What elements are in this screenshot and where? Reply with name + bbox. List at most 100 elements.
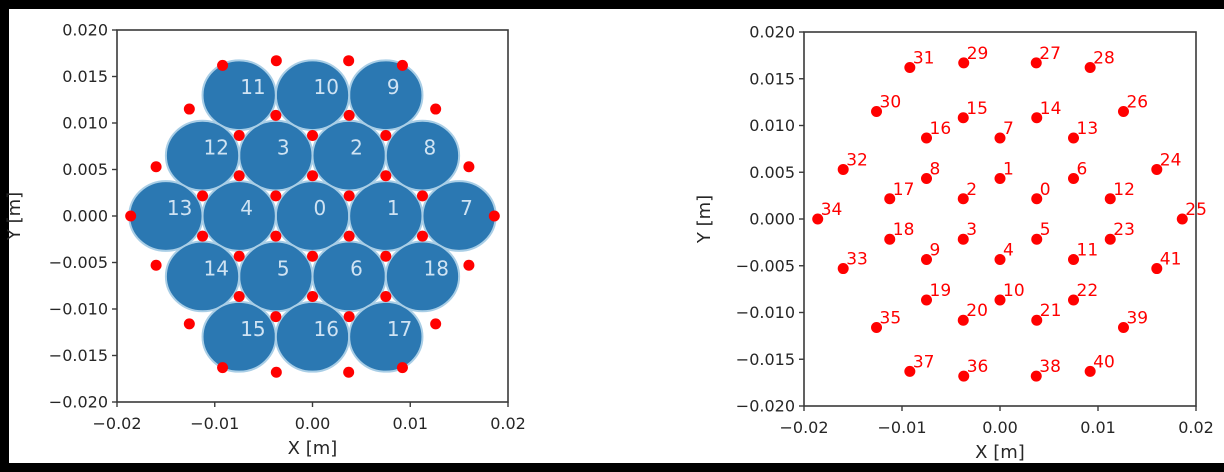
red-point (958, 370, 970, 382)
hex-circle-label: 6 (350, 256, 363, 280)
y-tick-label: −0.020 (49, 393, 108, 412)
red-point (837, 163, 849, 175)
hex-circle-label: 2 (350, 136, 363, 160)
red-point (1031, 233, 1043, 245)
hex-circle-label: 0 (314, 196, 327, 220)
red-point-label: 37 (913, 352, 935, 372)
red-point (233, 170, 245, 182)
red-point-label: 26 (1126, 92, 1148, 112)
red-point (270, 230, 282, 242)
hex-circle-9 (348, 59, 424, 132)
x-axis-label: X [m] (975, 442, 1025, 463)
red-point-label: 34 (821, 200, 843, 220)
red-point (380, 250, 392, 262)
red-point (217, 59, 229, 71)
red-point (921, 173, 932, 185)
red-point-label: 33 (846, 250, 868, 270)
red-point (1176, 213, 1188, 225)
hex-circle-label: 10 (314, 75, 339, 99)
red-point (1068, 253, 1079, 265)
red-point (488, 210, 500, 222)
y-tick-label: 0.005 (62, 160, 108, 179)
y-tick-label: −0.020 (736, 397, 795, 416)
hex-circle-5 (238, 240, 314, 313)
red-point (270, 311, 282, 323)
hex-circle-7 (421, 180, 497, 252)
axes-frame (803, 31, 1197, 407)
y-tick-label: 0.000 (749, 210, 795, 229)
red-point (343, 366, 355, 378)
red-point-label: 30 (880, 92, 902, 112)
red-point (994, 253, 1006, 265)
y-axis-label: Y [m] (694, 195, 715, 244)
hex-circle-label: 13 (167, 196, 192, 220)
x-tick-label: 0.02 (1178, 418, 1214, 437)
red-point (1084, 365, 1096, 377)
red-point-label: 21 (1040, 301, 1062, 321)
red-point-label: 23 (1113, 220, 1135, 240)
red-point (994, 132, 1006, 144)
red-point (1068, 294, 1079, 306)
red-point (343, 311, 355, 323)
red-point-label: 8 (930, 160, 941, 180)
red-point-label: 20 (966, 301, 988, 321)
hex-circle-label: 16 (314, 317, 339, 341)
red-point (957, 233, 969, 245)
x-tick-label: 0.01 (392, 414, 428, 433)
red-point (463, 161, 475, 173)
red-point (233, 129, 245, 141)
x-tick-label: 0.00 (982, 418, 1018, 437)
red-point (837, 263, 849, 275)
red-point-label: 3 (966, 220, 977, 240)
y-tick-label: 0.000 (62, 207, 108, 226)
y-tick-label: 0.010 (62, 114, 108, 133)
red-point-label: 27 (1039, 44, 1061, 64)
red-point-label: 41 (1160, 250, 1182, 270)
red-point (904, 365, 916, 377)
red-point (233, 291, 245, 303)
red-point (921, 253, 932, 265)
red-point-label: 25 (1185, 200, 1207, 220)
hex-circle-label: 17 (387, 317, 412, 341)
red-point (1031, 193, 1043, 205)
red-point (812, 213, 824, 225)
x-tick-label: −0.01 (877, 418, 926, 437)
hex-circle-label: 15 (240, 317, 265, 341)
hex-circle-4 (201, 180, 277, 252)
x-tick-label: 0.02 (490, 414, 526, 433)
red-point-label: 31 (913, 49, 935, 69)
red-point (233, 250, 245, 262)
red-point (217, 362, 229, 374)
screenshot-border-left (0, 0, 9, 472)
x-tick-label: −0.01 (190, 414, 239, 433)
red-point (197, 230, 209, 242)
red-point (270, 109, 282, 121)
y-tick-label: −0.010 (736, 303, 795, 322)
red-point-label: 32 (846, 150, 868, 170)
red-point-label: 17 (893, 180, 915, 200)
red-point (1031, 314, 1043, 326)
red-point-label: 18 (893, 220, 915, 240)
x-tick-label: −0.02 (92, 414, 141, 433)
red-point-label: 24 (1160, 150, 1182, 170)
red-point-label: 15 (966, 99, 988, 119)
hex-circle-8 (384, 119, 461, 192)
red-point-label: 4 (1003, 240, 1014, 260)
red-point-label: 35 (880, 308, 902, 328)
red-point-label: 5 (1040, 220, 1051, 240)
y-tick-label: −0.010 (49, 300, 108, 319)
red-point-label: 29 (967, 44, 989, 64)
red-point (994, 294, 1006, 306)
x-tick-label: 0.00 (295, 414, 331, 433)
hex-circle-label: 8 (423, 136, 436, 160)
screenshot-border-top (0, 0, 1224, 9)
red-point (380, 170, 392, 182)
hex-circle-label: 14 (204, 256, 229, 280)
hex-circle-6 (311, 240, 387, 313)
red-point (1030, 57, 1042, 69)
red-point (416, 230, 428, 242)
red-point (430, 103, 442, 115)
red-point-label: 22 (1077, 281, 1099, 301)
red-point-label: 16 (930, 119, 952, 139)
